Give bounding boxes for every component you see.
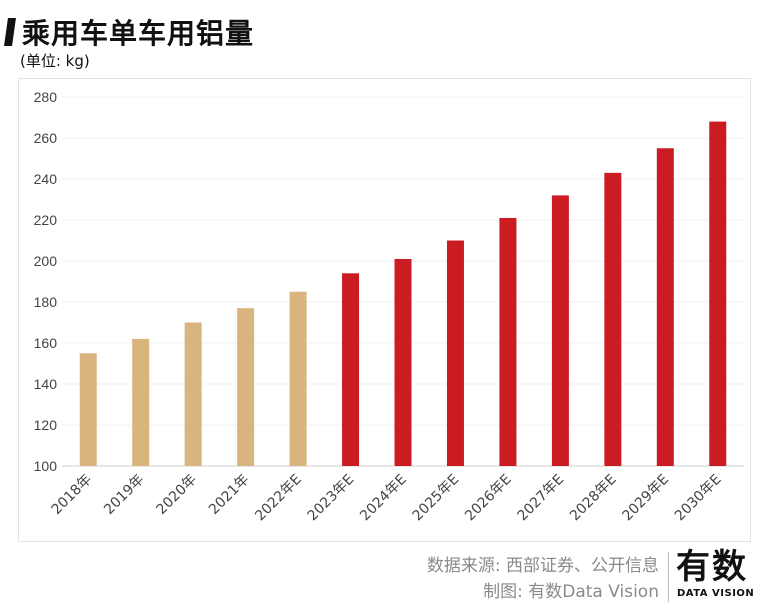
- y-tick-label: 140: [34, 376, 58, 392]
- unit-label: (单位: kg): [20, 52, 90, 70]
- y-tick-label: 220: [34, 212, 58, 228]
- brand-logo: 有数: [676, 547, 748, 587]
- brand-logo-subtitle: DATA VISION: [677, 588, 755, 599]
- x-tick-label: 2030年E: [672, 472, 725, 525]
- y-tick-label: 280: [34, 89, 58, 105]
- source-text: 数据来源: 西部证券、公开信息: [426, 556, 659, 576]
- chart-title: 乘用车单车用铝量: [22, 17, 255, 50]
- x-tick-label: 2020年: [154, 472, 200, 518]
- title-block: 乘用车单车用铝量: [4, 12, 255, 52]
- x-tick-label: 2019年: [101, 472, 147, 518]
- bar: [79, 353, 97, 466]
- y-tick-label: 180: [34, 294, 58, 310]
- bar: [237, 308, 255, 466]
- bar: [551, 195, 569, 466]
- bar: [499, 217, 517, 466]
- y-tick-label: 260: [34, 130, 58, 146]
- bar: [289, 291, 307, 466]
- x-tick-label: 2021年: [206, 472, 252, 518]
- y-tick-label: 100: [34, 458, 58, 474]
- y-tick-label: 160: [34, 335, 58, 351]
- bar: [446, 240, 464, 466]
- x-tick-label: 2029年E: [619, 472, 672, 525]
- footer-divider: [668, 552, 669, 602]
- bar: [342, 273, 360, 466]
- x-tick-label: 2022年E: [252, 472, 305, 525]
- bar: [132, 338, 150, 466]
- x-tick-label: 2026年E: [462, 472, 515, 525]
- x-tick-label: 2023年E: [305, 472, 358, 525]
- bar: [604, 172, 622, 466]
- y-tick-label: 120: [34, 417, 58, 433]
- x-tick-label: 2028年E: [567, 472, 620, 525]
- y-tick-label: 240: [34, 171, 58, 187]
- x-tick-label: 2018年: [49, 472, 95, 518]
- x-tick-label: 2027年E: [515, 472, 568, 525]
- bar: [656, 148, 674, 466]
- bar: [709, 121, 727, 466]
- bar: [394, 258, 412, 466]
- x-tick-label: 2024年E: [357, 472, 410, 525]
- y-tick-label: 200: [34, 253, 58, 269]
- x-tick-label: 2025年E: [410, 472, 463, 525]
- bar: [184, 322, 202, 466]
- maker-text: 制图: 有数Data Vision: [483, 582, 659, 602]
